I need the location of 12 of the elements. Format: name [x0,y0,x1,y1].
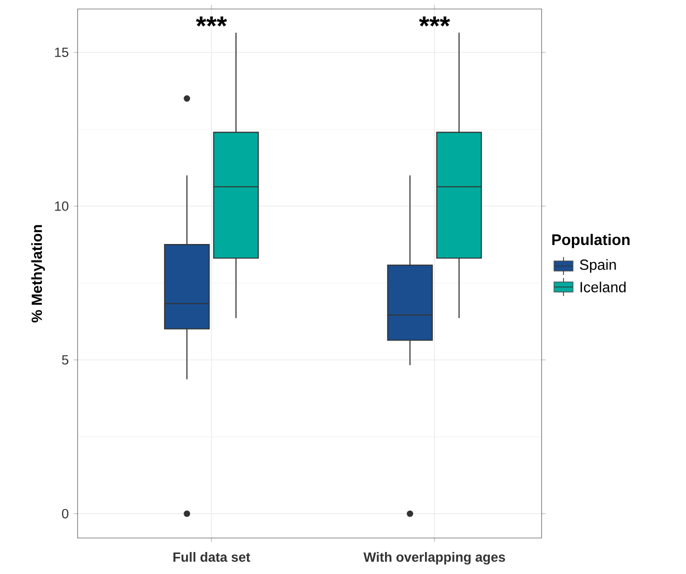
annotation: *** [419,16,450,26]
annotation: *** [196,16,227,26]
x-tick-label: With overlapping ages [363,552,506,565]
legend-label: Spain [580,259,616,273]
y-tick-label: 0 [62,508,68,518]
y-tick-label: 5 [62,355,68,365]
y-axis-title: % Methylation [31,225,45,322]
y-tick-label: 10 [55,201,68,211]
y-tick-label: 15 [55,48,68,58]
legend-label: Iceland [580,282,626,292]
x-tick-label: Full data set [173,552,250,562]
legend-title: Population [552,234,630,248]
